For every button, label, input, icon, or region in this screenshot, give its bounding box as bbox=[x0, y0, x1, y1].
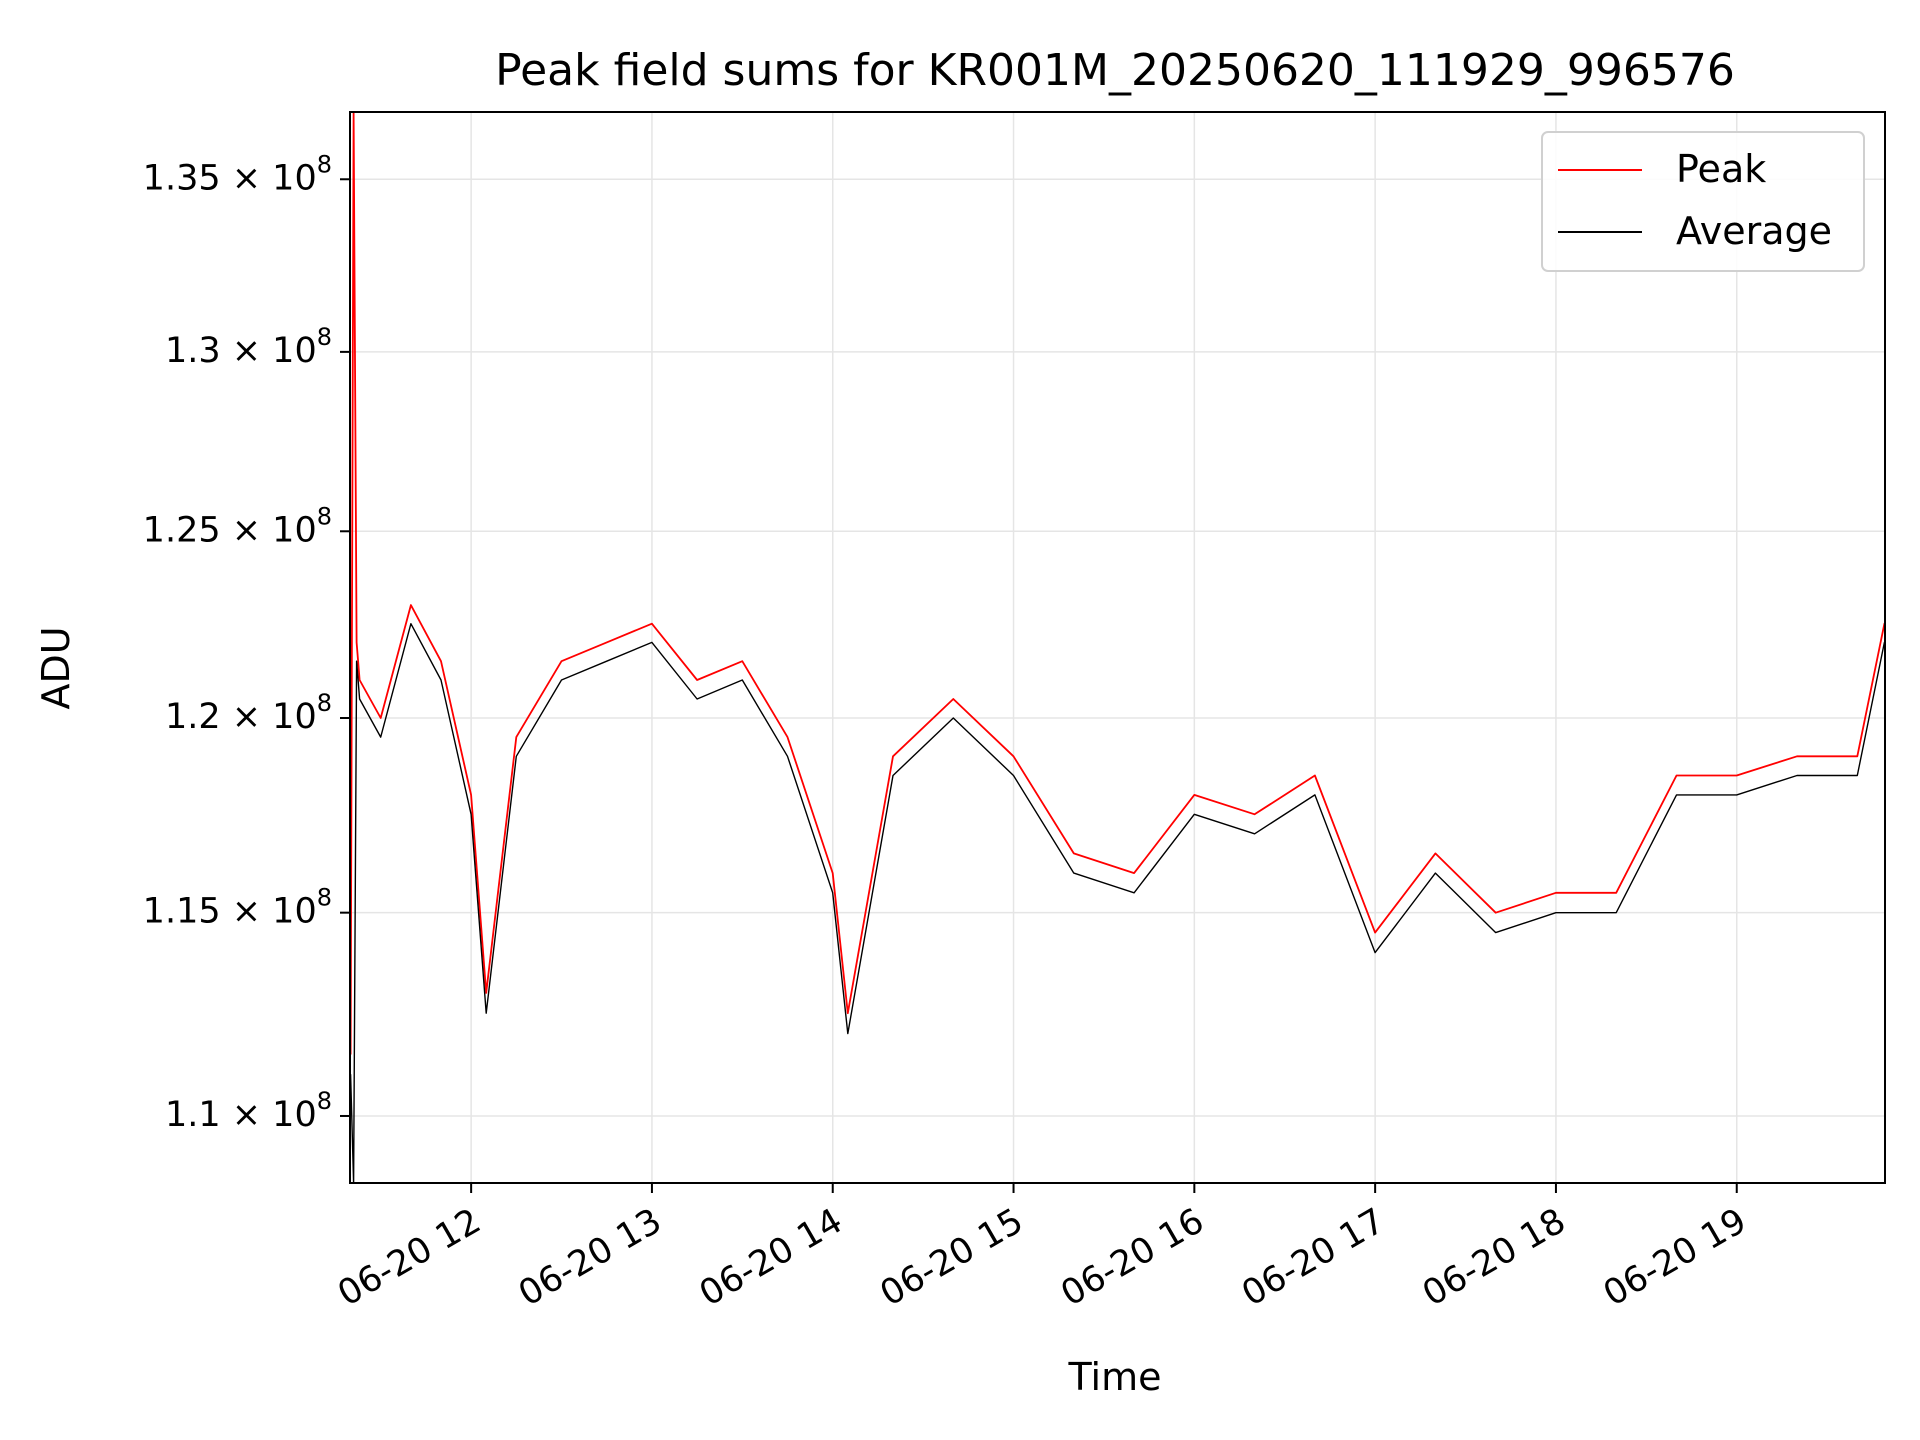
x-tick-label: 06-20 16 bbox=[1055, 1201, 1211, 1314]
legend-average-label: Average bbox=[1676, 209, 1832, 253]
x-tick-label: 06-20 17 bbox=[1235, 1201, 1391, 1314]
grid-layer bbox=[350, 112, 1885, 1183]
average-series-line bbox=[349, 623, 1886, 1184]
x-tick-label: 06-20 18 bbox=[1416, 1201, 1572, 1314]
y-tick-label: 1.35 × 108 bbox=[143, 150, 332, 198]
x-tick-label: 06-20 13 bbox=[512, 1201, 668, 1314]
peak-series-line bbox=[349, 111, 1886, 1055]
series-layer bbox=[349, 111, 1886, 1184]
x-axis-label: Time bbox=[1068, 1355, 1162, 1399]
axes-layer bbox=[349, 111, 1886, 1184]
x-tick-label: 06-20 15 bbox=[874, 1201, 1030, 1314]
x-tick-label: 06-20 14 bbox=[693, 1201, 849, 1314]
x-tick-label: 06-20 19 bbox=[1597, 1201, 1753, 1314]
y-axis-label: ADU bbox=[34, 626, 78, 709]
y-tick-label: 1.15 × 108 bbox=[143, 884, 332, 932]
legend-box bbox=[1541, 131, 1865, 272]
x-tick-label: 06-20 12 bbox=[331, 1201, 487, 1314]
y-tick-label: 1.1 × 108 bbox=[165, 1087, 332, 1135]
y-tick-label: 1.3 × 108 bbox=[165, 323, 332, 371]
chart-title: Peak field sums for KR001M_20250620_1119… bbox=[495, 45, 1735, 96]
plot-frame bbox=[349, 111, 1886, 1184]
y-tick-label: 1.25 × 108 bbox=[143, 502, 332, 550]
legend-peak-label: Peak bbox=[1676, 147, 1766, 191]
y-tick-label: 1.2 × 108 bbox=[165, 689, 332, 737]
legend: Peak Average bbox=[1541, 131, 1865, 272]
tick-layer: 1.1 × 108 1.15 × 108 1.2 × 108 1.25 × 108 1.… bbox=[143, 150, 1754, 1314]
